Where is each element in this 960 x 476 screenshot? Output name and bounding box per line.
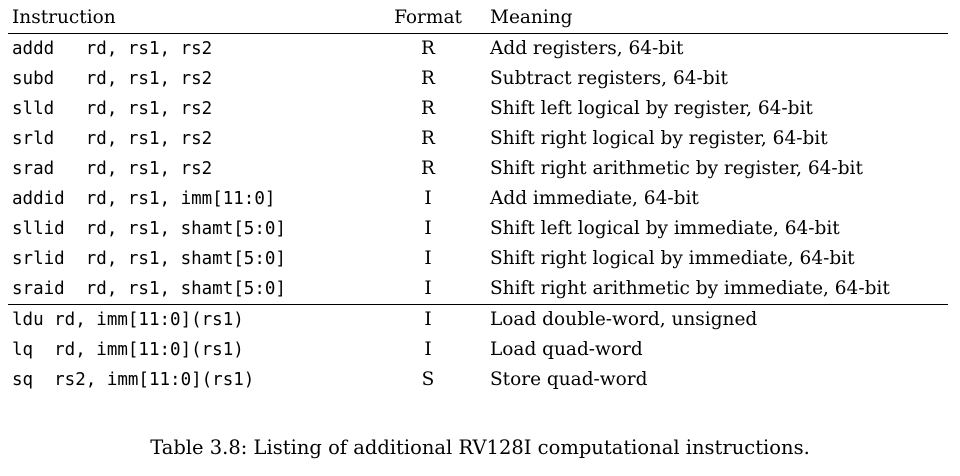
table-row: ldu rd, imm[11:0](rs1) I Load double-wor…: [8, 305, 948, 336]
header-row: Instruction Format Meaning: [8, 2, 948, 34]
format-column-header: Format: [394, 7, 462, 28]
format-cell: I: [424, 339, 432, 360]
format-cell: R: [421, 158, 435, 179]
table-caption: Table 3.8: Listing of additional RV128I …: [150, 436, 810, 459]
instruction-cell: addid rd, rs1, imm[11:0]: [12, 189, 276, 209]
meaning-cell: Shift left logical by immediate, 64-bit: [490, 218, 840, 239]
instruction-cell: sllid rd, rs1, shamt[5:0]: [12, 219, 286, 239]
format-cell: R: [421, 38, 435, 59]
format-cell: I: [424, 248, 432, 269]
instruction-cell: srlid rd, rs1, shamt[5:0]: [12, 249, 286, 269]
table-row: slld rd, rs1, rs2 R Shift left logical b…: [8, 94, 948, 124]
meaning-cell: Subtract registers, 64-bit: [490, 68, 728, 89]
format-cell: I: [424, 218, 432, 239]
format-cell: S: [421, 369, 435, 390]
table-header: Instruction Format Meaning: [8, 2, 948, 34]
table-row: sllid rd, rs1, shamt[5:0] I Shift left l…: [8, 214, 948, 244]
meaning-cell: Shift right arithmetic by register, 64-b…: [490, 158, 863, 179]
instruction-table: Instruction Format Meaning addd rd, rs1,…: [8, 2, 948, 395]
meaning-cell: Shift right arithmetic by immediate, 64-…: [490, 278, 890, 299]
table-row: srlid rd, rs1, shamt[5:0] I Shift right …: [8, 244, 948, 274]
meaning-cell: Shift right logical by immediate, 64-bit: [490, 248, 855, 269]
table-row: srad rd, rs1, rs2 R Shift right arithmet…: [8, 154, 948, 184]
format-cell: R: [421, 68, 435, 89]
meaning-column-header: Meaning: [490, 7, 573, 28]
instruction-cell: addd rd, rs1, rs2: [12, 39, 213, 59]
table-row: sq rs2, imm[11:0](rs1) S Store quad-word: [8, 365, 948, 395]
instruction-cell: srld rd, rs1, rs2: [12, 129, 213, 149]
instruction-cell: subd rd, rs1, rs2: [12, 69, 213, 89]
instruction-cell: sraid rd, rs1, shamt[5:0]: [12, 279, 286, 299]
table-row: subd rd, rs1, rs2 R Subtract registers, …: [8, 64, 948, 94]
format-cell: I: [424, 278, 432, 299]
table-row: srld rd, rs1, rs2 R Shift right logical …: [8, 124, 948, 154]
meaning-cell: Shift right logical by register, 64-bit: [490, 128, 828, 149]
meaning-cell: Add immediate, 64-bit: [490, 188, 699, 209]
format-cell: R: [421, 98, 435, 119]
format-cell: I: [424, 188, 432, 209]
instruction-table-container: Instruction Format Meaning addd rd, rs1,…: [8, 2, 948, 395]
format-cell: R: [421, 128, 435, 149]
meaning-cell: Shift left logical by register, 64-bit: [490, 98, 813, 119]
table-body: addd rd, rs1, rs2 R Add registers, 64-bi…: [8, 34, 948, 396]
table-row: addd rd, rs1, rs2 R Add registers, 64-bi…: [8, 34, 948, 65]
format-cell: I: [424, 309, 432, 330]
meaning-cell: Load double-word, unsigned: [490, 309, 758, 330]
instruction-column-header: Instruction: [12, 7, 116, 28]
instruction-cell: srad rd, rs1, rs2: [12, 159, 213, 179]
meaning-cell: Store quad-word: [490, 369, 648, 390]
instruction-cell: ldu rd, imm[11:0](rs1): [12, 310, 244, 330]
instruction-cell: slld rd, rs1, rs2: [12, 99, 213, 119]
table-row: lq rd, imm[11:0](rs1) I Load quad-word: [8, 335, 948, 365]
meaning-cell: Add registers, 64-bit: [490, 38, 684, 59]
meaning-cell: Load quad-word: [490, 339, 643, 360]
table-row: sraid rd, rs1, shamt[5:0] I Shift right …: [8, 274, 948, 305]
table-row: addid rd, rs1, imm[11:0] I Add immediate…: [8, 184, 948, 214]
instruction-cell: sq rs2, imm[11:0](rs1): [12, 370, 255, 390]
instruction-cell: lq rd, imm[11:0](rs1): [12, 340, 244, 360]
